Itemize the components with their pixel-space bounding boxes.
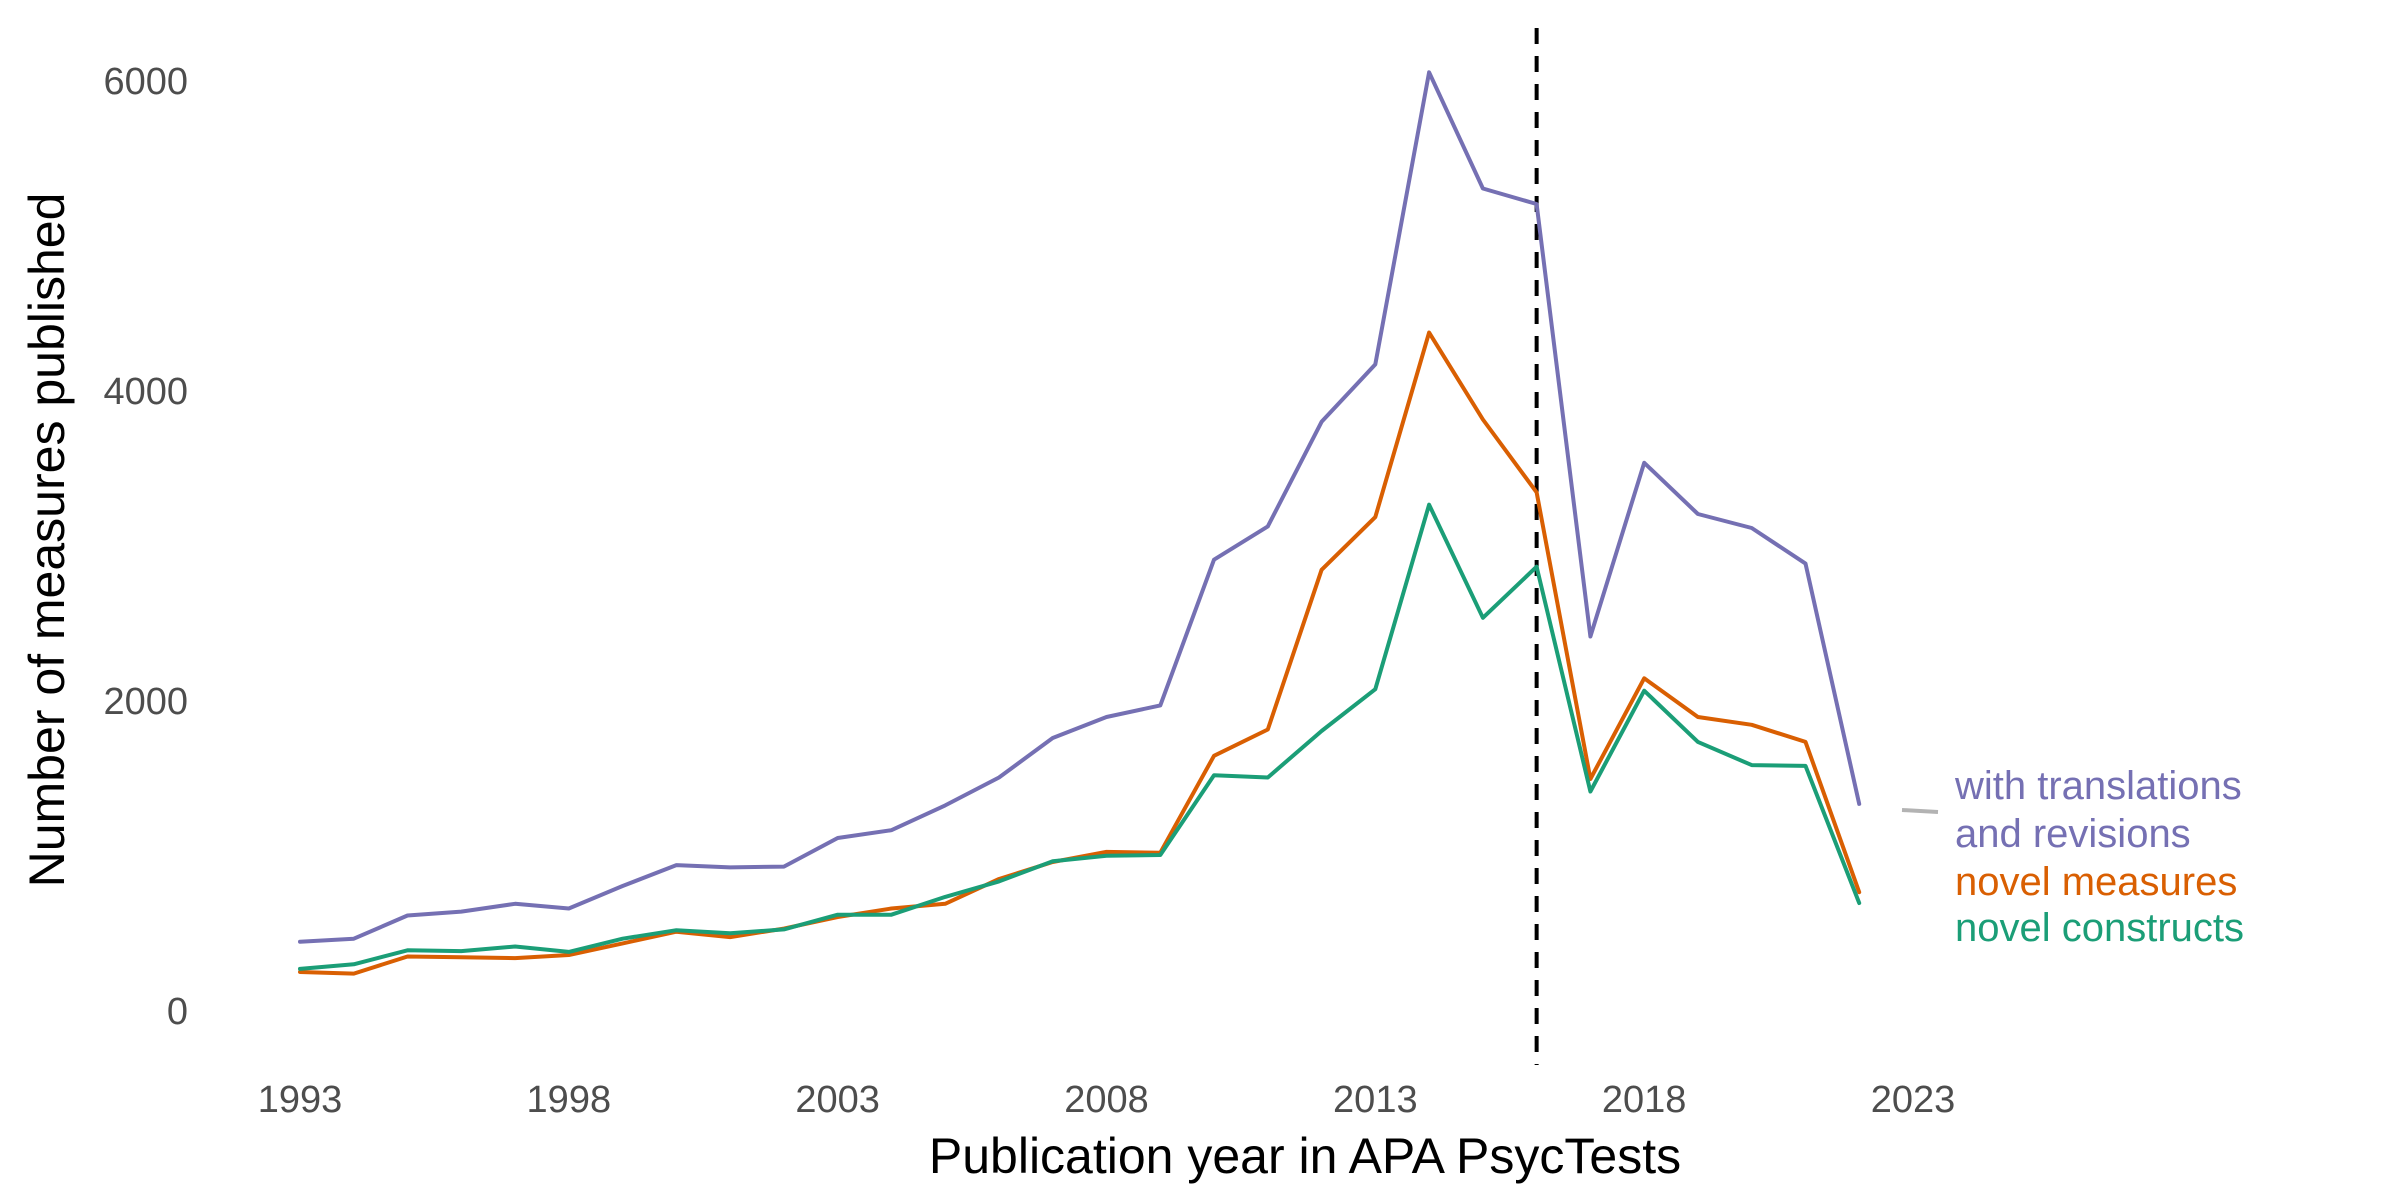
x-axis-title: Publication year in APA PsycTests bbox=[929, 1128, 1681, 1184]
series-lines bbox=[298, 70, 1862, 976]
x-tick-label: 1998 bbox=[527, 1079, 612, 1121]
y-axis-title: Number of measures published bbox=[19, 193, 75, 888]
series-label: with translations bbox=[1954, 764, 2242, 808]
y-axis-ticks: 0 2000 4000 6000 bbox=[103, 61, 188, 1033]
y-tick-label: 6000 bbox=[103, 61, 188, 103]
series-label: novel constructs bbox=[1955, 906, 2244, 950]
series-line-with-translations-and-revisions bbox=[298, 70, 1862, 944]
x-tick-label: 1993 bbox=[258, 1079, 343, 1121]
y-tick-label: 2000 bbox=[103, 681, 188, 723]
x-tick-label: 2003 bbox=[795, 1079, 880, 1121]
series-line-novel-constructs bbox=[298, 502, 1862, 971]
x-tick-label: 2018 bbox=[1602, 1079, 1687, 1121]
label-connector bbox=[1901, 808, 1939, 814]
x-tick-label: 2013 bbox=[1333, 1079, 1418, 1121]
series-label: and revisions bbox=[1955, 812, 2191, 856]
x-tick-label: 2023 bbox=[1871, 1079, 1956, 1121]
x-tick-label: 2008 bbox=[1064, 1079, 1149, 1121]
series-label: novel measures bbox=[1955, 860, 2237, 904]
y-tick-label: 0 bbox=[167, 991, 188, 1033]
y-tick-label: 4000 bbox=[103, 371, 188, 413]
series-line-novel-measures bbox=[298, 330, 1862, 976]
x-axis-ticks: 1993 1998 2003 2008 2013 2018 2023 bbox=[258, 1079, 1956, 1121]
